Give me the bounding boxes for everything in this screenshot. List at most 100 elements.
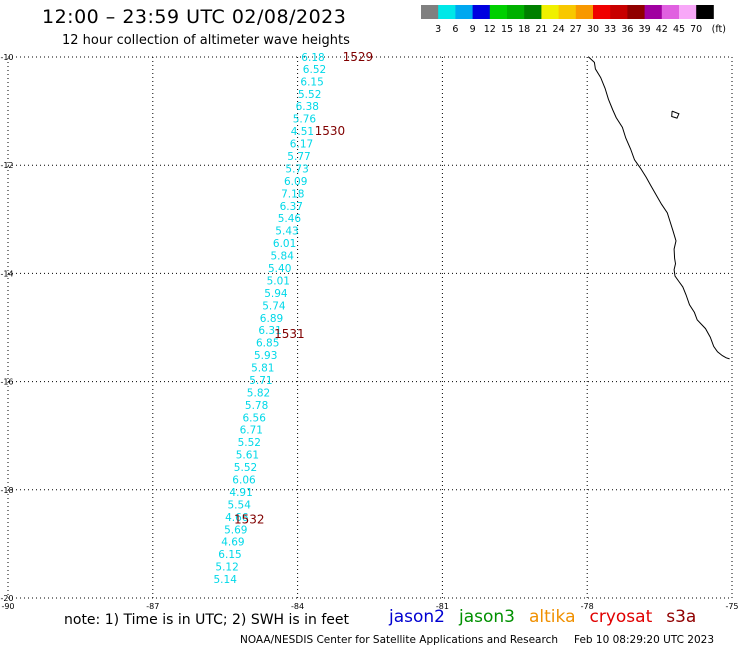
wave-height-value: 5.46	[278, 213, 302, 225]
wave-height-value: 5.69	[224, 524, 247, 536]
map-subtitle: 12 hour collection of altimeter wave hei…	[62, 33, 350, 48]
wave-height-value: 6.71	[240, 425, 263, 437]
wave-height-value: 6.31	[258, 325, 281, 337]
colorbar-swatch	[524, 5, 542, 19]
colorbar-label: 36	[621, 24, 633, 35]
wave-height-value: 5.76	[293, 114, 317, 126]
lon-tick-label: -75	[725, 602, 738, 611]
island-outline	[671, 110, 680, 119]
wave-height-value: 5.74	[262, 300, 286, 312]
wave-height-value: 5.73	[285, 163, 308, 175]
wave-height-value: 5.52	[298, 89, 321, 101]
wave-height-value: 5.43	[275, 226, 298, 238]
satellite-legend: jason2 jason3 altika cryosat s3a	[389, 607, 710, 627]
colorbar-swatch	[455, 5, 473, 19]
map-title: 12:00 – 23:59 UTC 02/08/2023	[42, 6, 347, 28]
wave-height-value: 6.52	[303, 64, 326, 76]
lon-tick-label: -87	[146, 602, 159, 611]
colorbar-label: 15	[501, 24, 513, 35]
wave-height-value: 6.56	[243, 412, 267, 424]
colorbar-label: 33	[604, 24, 616, 35]
lat-tick-label: -10	[0, 53, 13, 62]
wave-height-value: 6.17	[290, 139, 313, 151]
credit-text: NOAA/NESDIS Center for Satellite Applica…	[240, 634, 558, 646]
time-label: 1530	[315, 124, 346, 138]
wave-height-value: 5.78	[245, 400, 268, 412]
note-text: note: 1) Time is in UTC; 2) SWH is in fe…	[64, 612, 350, 628]
wave-height-value: 4.66	[225, 512, 249, 524]
wave-height-value: 5.40	[268, 263, 291, 275]
colorbar-swatch	[438, 5, 456, 19]
colorbar-swatch	[593, 5, 611, 19]
wave-height-value: 6.06	[232, 475, 256, 487]
satellite-cryosat: cryosat	[589, 607, 653, 627]
colorbar-swatch	[558, 5, 577, 19]
satellite-altika: altika	[529, 607, 576, 627]
time-label: 1529	[343, 50, 374, 64]
wave-height-value: 6.37	[280, 201, 303, 213]
wave-height-value: 5.54	[228, 499, 252, 511]
lat-tick-label: -14	[0, 269, 13, 278]
colorbar-swatch	[575, 5, 594, 19]
colorbar-label: 24	[553, 24, 565, 35]
wave-height-value: 5.93	[254, 350, 277, 362]
colorbar-label: 9	[470, 24, 476, 35]
wave-height-value: 5.81	[251, 363, 274, 375]
wave-height-value: 6.38	[296, 101, 319, 113]
colorbar-swatch	[661, 5, 680, 19]
timestamp-text: Feb 10 08:29:20 UTC 2023	[574, 634, 714, 646]
wave-height-value: 5.77	[287, 151, 310, 163]
colorbar-swatch	[644, 5, 663, 19]
wave-height-value: 5.52	[234, 462, 257, 474]
colorbar-label: 70	[690, 24, 702, 35]
time-label: 1532	[234, 513, 265, 527]
map-frame	[7, 56, 733, 599]
wave-height-value: 5.14	[214, 574, 238, 586]
wave-height-value: 6.15	[300, 76, 323, 88]
colorbar-swatch	[627, 5, 645, 19]
colorbar-swatch	[489, 5, 508, 19]
colorbar-label: 21	[535, 24, 547, 35]
wave-height-value: 4.69	[221, 537, 244, 549]
time-label: 1531	[274, 327, 305, 341]
colorbar-label: 12	[484, 24, 496, 35]
credit-line: NOAA/NESDIS Center for Satellite Applica…	[240, 634, 714, 646]
wave-height-value: 6.89	[260, 313, 283, 325]
wave-height-value: 6.01	[273, 238, 296, 250]
colorbar-label: 3	[435, 24, 441, 35]
wave-height-value: 5.12	[215, 562, 238, 574]
wave-height-value: 4.91	[229, 487, 252, 499]
wave-height-value: 5.71	[249, 375, 272, 387]
colorbar-swatch	[507, 5, 525, 19]
colorbar-unit: (ft)	[712, 24, 726, 35]
lat-tick-label: -16	[0, 378, 13, 387]
coastline	[588, 56, 730, 360]
lon-tick-label: -78	[581, 602, 594, 611]
colorbar-label: 18	[518, 24, 530, 35]
colorbar-label: 45	[673, 24, 685, 35]
colorbar-swatch	[541, 5, 559, 19]
colorbar-swatch	[472, 5, 491, 19]
colorbar-swatch	[610, 5, 628, 19]
lon-tick-label: -84	[291, 602, 304, 611]
colorbar-label: 39	[639, 24, 651, 35]
satellite-jason3: jason3	[459, 607, 515, 627]
colorbar-label: 6	[452, 24, 458, 35]
colorbar-swatch	[421, 5, 439, 19]
wave-height-value: 5.94	[264, 288, 288, 300]
wave-height-value: 5.61	[236, 450, 259, 462]
wave-height-value: 6.18	[301, 52, 324, 64]
lon-tick-label: -90	[1, 602, 14, 611]
colorbar-label: 27	[570, 24, 582, 35]
colorbar-swatch	[696, 5, 714, 19]
wave-height-value: 7.18	[281, 188, 304, 200]
colorbar-swatch	[679, 5, 697, 19]
satellite-s3a: s3a	[666, 607, 697, 627]
lat-tick-label: -18	[0, 486, 13, 495]
wave-height-value: 4.51	[291, 126, 314, 138]
lat-tick-label: -12	[0, 161, 13, 170]
wave-height-value: 5.82	[247, 387, 270, 399]
wave-height-value: 5.52	[238, 437, 261, 449]
wave-height-value: 6.15	[218, 549, 241, 561]
